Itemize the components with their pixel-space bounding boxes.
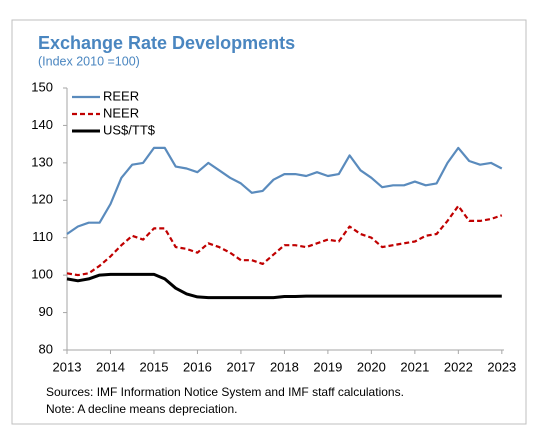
- y-tick-label: 140: [31, 117, 53, 132]
- source-note: Sources: IMF Information Notice System a…: [46, 385, 404, 399]
- series-line: [66, 204, 503, 277]
- chart-title: Exchange Rate Developments: [38, 33, 295, 53]
- x-tick-label: 2016: [183, 359, 212, 374]
- series-line: [66, 272, 502, 300]
- y-tick-label: 100: [31, 267, 53, 282]
- x-tick-label: 2014: [96, 359, 125, 374]
- y-tick-label: 110: [32, 229, 53, 244]
- legend-label: US$/TT$: [103, 122, 156, 137]
- y-tick-label: 150: [31, 79, 53, 94]
- chart-subtitle: (Index 2010 =100): [38, 54, 140, 68]
- x-tick-label: 2019: [313, 359, 342, 374]
- y-tick-label: 90: [39, 304, 53, 319]
- legend-label: REER: [103, 88, 139, 103]
- y-tick-label: 80: [39, 341, 53, 356]
- y-tick-label: 120: [31, 192, 53, 207]
- x-tick-label: 2015: [140, 359, 169, 374]
- y-tick-label: 130: [31, 154, 53, 169]
- x-tick-label: 2022: [444, 359, 473, 374]
- legend-label: NEER: [103, 105, 139, 120]
- note: Note: A decline means depreciation.: [46, 402, 237, 416]
- x-tick-label: 2023: [487, 359, 516, 374]
- x-tick-label: 2013: [53, 359, 82, 374]
- x-tick-label: 2018: [270, 359, 299, 374]
- x-tick-label: 2021: [400, 359, 429, 374]
- x-tick-label: 2020: [357, 359, 386, 374]
- series-line: [66, 146, 503, 235]
- x-tick-label: 2017: [226, 359, 255, 374]
